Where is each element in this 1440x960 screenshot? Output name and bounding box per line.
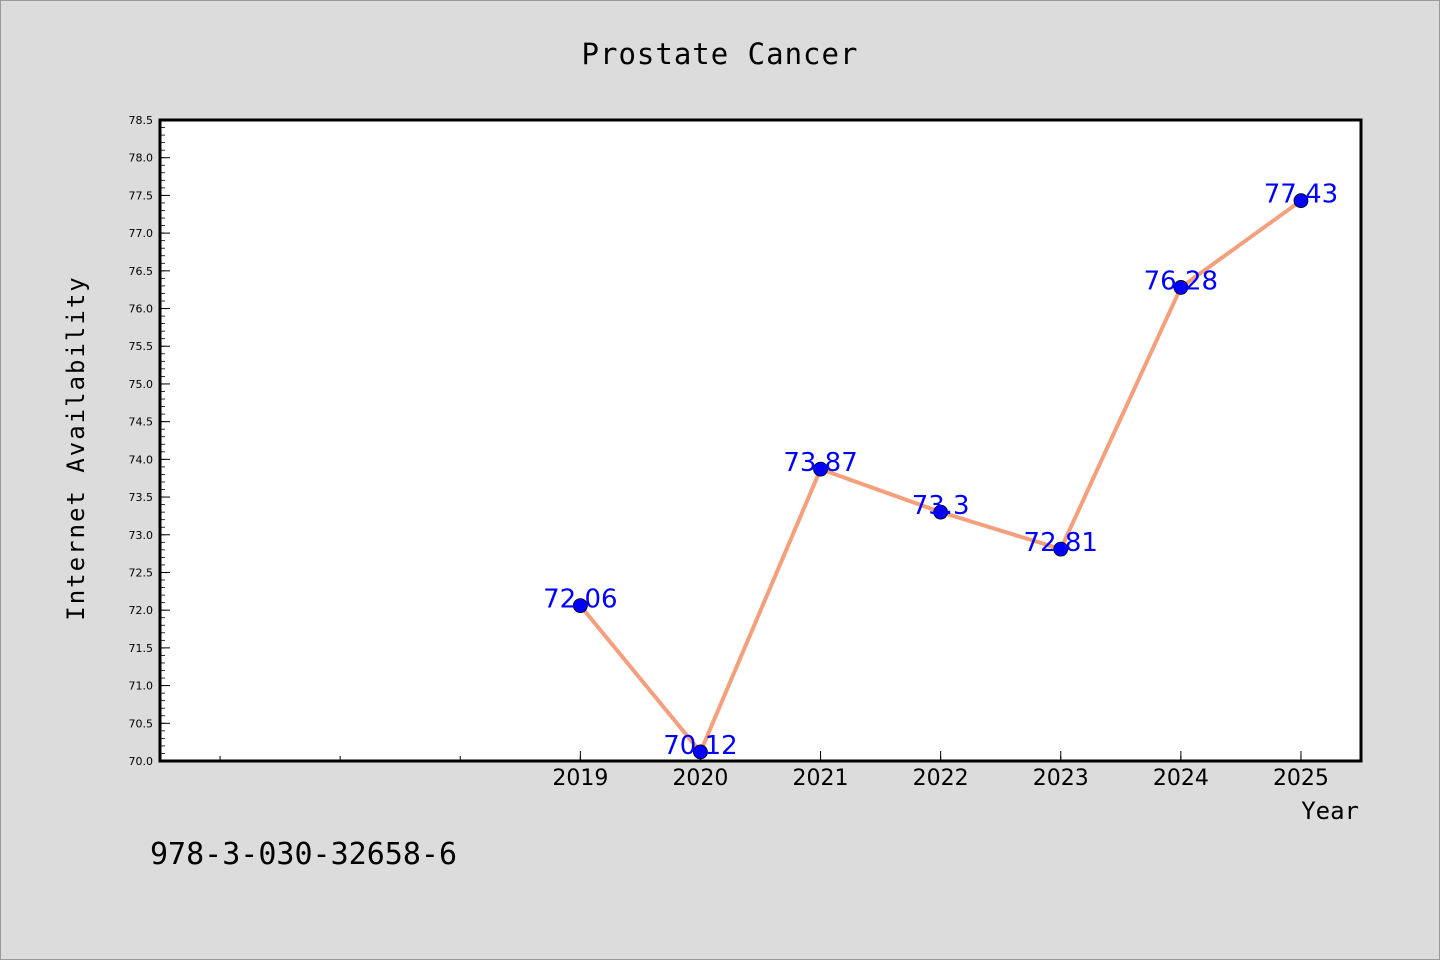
x-axis-ticks: 2019 2020 2021 2022 2023 2024 2025 xyxy=(219,751,1329,791)
data-label: 76.28 xyxy=(1144,266,1218,296)
plot-border xyxy=(158,118,1363,763)
data-label: 70.12 xyxy=(663,731,737,761)
y-tick-label: 71.5 xyxy=(129,642,154,655)
y-tick-label: 75.0 xyxy=(129,378,154,391)
y-tick-label: 71.0 xyxy=(129,680,154,693)
data-label: 72.81 xyxy=(1024,528,1098,558)
y-tick-label: 70.0 xyxy=(129,755,154,768)
data-label: 73.3 xyxy=(912,491,970,521)
data-point xyxy=(1173,280,1189,295)
y-tick-label: 73.0 xyxy=(129,529,154,542)
data-label-group: 72.06 70.12 73.87 73.3 72.81 76.28 77.43 xyxy=(543,180,1338,761)
x-tick-label: 2024 xyxy=(1153,766,1209,791)
y-tick-label: 73.5 xyxy=(129,491,154,504)
y-tick-label: 78.0 xyxy=(129,152,154,165)
y-tick-label: 72.0 xyxy=(129,604,154,617)
data-point xyxy=(693,744,708,760)
y-tick-label: 76.0 xyxy=(129,303,154,316)
y-tick-label: 76.5 xyxy=(129,265,154,278)
y-tick-label: 74.5 xyxy=(129,416,154,429)
data-point xyxy=(1293,193,1309,209)
x-tick-label: 2022 xyxy=(913,766,969,791)
x-tick-label: 2021 xyxy=(793,766,849,791)
y-tick-label: 77.5 xyxy=(129,189,154,202)
plot-area xyxy=(160,120,1361,761)
chart-title: Prostate Cancer xyxy=(582,37,859,71)
y-tick-label: 77.0 xyxy=(129,227,154,240)
y-tick-label: 70.5 xyxy=(129,717,154,730)
y-tick-label: 74.0 xyxy=(129,453,154,466)
x-axis-label: Year xyxy=(1301,797,1359,825)
data-label: 77.43 xyxy=(1264,180,1338,210)
x-tick-label: 2023 xyxy=(1033,766,1089,791)
y-tick-label: 78.5 xyxy=(129,114,154,127)
data-point xyxy=(933,504,949,520)
data-label: 72.06 xyxy=(543,585,617,615)
x-tick-label: 2019 xyxy=(552,766,608,791)
y-tick-label: 75.5 xyxy=(129,340,154,353)
x-tick-label: 2025 xyxy=(1273,766,1329,791)
marker-group xyxy=(572,193,1309,760)
y-tick-label: 72.5 xyxy=(129,566,154,579)
x-tick-label: 2020 xyxy=(672,766,728,791)
footnote-text: 978-3-030-32658-6 xyxy=(150,837,457,872)
y-axis-label: Internet Availability xyxy=(62,275,90,620)
data-point xyxy=(813,461,828,477)
data-point xyxy=(1053,541,1069,557)
data-point xyxy=(572,598,588,614)
data-label: 73.87 xyxy=(783,448,857,478)
